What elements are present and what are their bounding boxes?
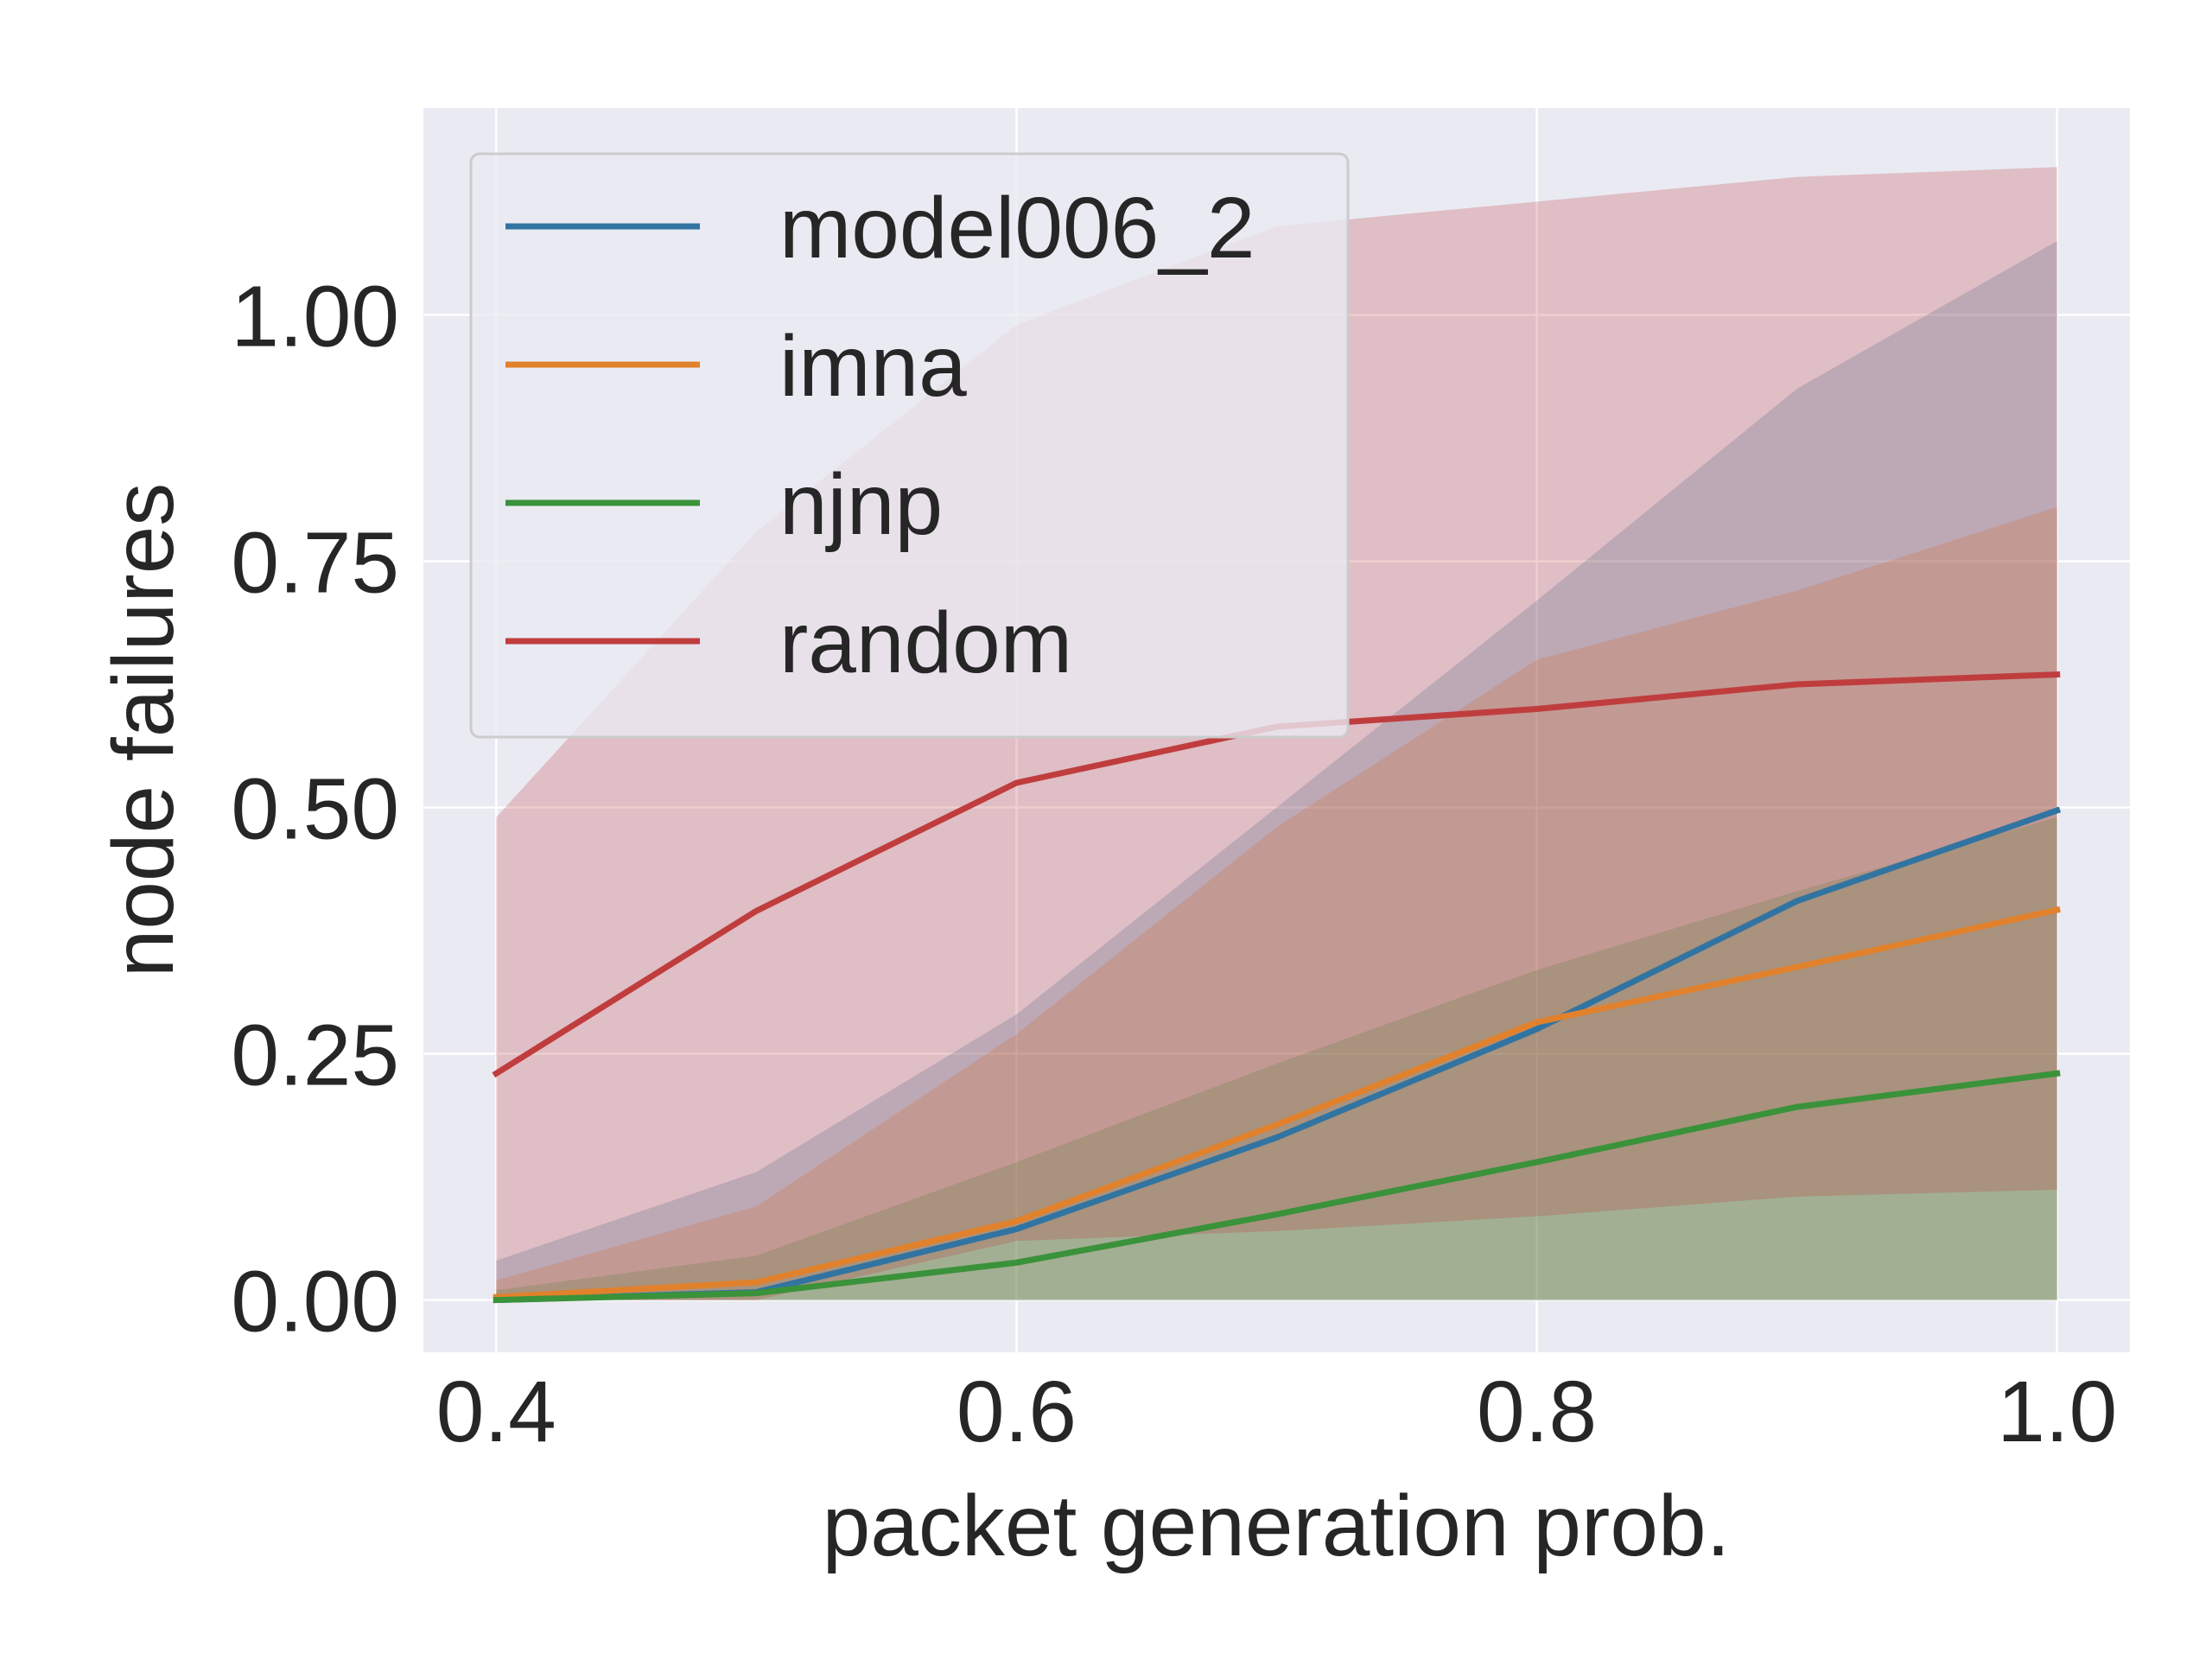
- y-axis-label: node failures: [95, 483, 192, 978]
- x-tick-label: 0.4: [436, 1363, 556, 1460]
- x-axis-label: packet generation prob.: [823, 1478, 1731, 1574]
- y-tick-label: 0.75: [231, 514, 399, 611]
- legend-label-njnp: njnp: [779, 456, 943, 553]
- x-axis-ticks: 0.4 0.6 0.8 1.0: [436, 1363, 2117, 1460]
- y-axis-ticks: 0.00 0.25 0.50 0.75 1.00: [231, 268, 399, 1350]
- legend-label-imna: imna: [779, 318, 967, 415]
- y-tick-label: 0.50: [231, 761, 399, 858]
- y-tick-label: 0.25: [231, 1007, 399, 1104]
- legend-frame: [469, 152, 1350, 739]
- band-imna: [496, 506, 2057, 1300]
- y-tick-label: 0.00: [231, 1254, 399, 1351]
- band-njnp: [496, 817, 2057, 1300]
- legend-label-random: random: [779, 594, 1072, 691]
- y-tick-label: 1.00: [231, 268, 399, 365]
- line-imna: [493, 906, 2061, 1300]
- x-tick-label: 0.6: [957, 1363, 1077, 1460]
- line-njnp: [493, 1070, 2061, 1304]
- x-tick-label: 0.8: [1477, 1363, 1597, 1460]
- legend-label-model006_2: model006_2: [779, 180, 1255, 276]
- band-model006_2: [496, 240, 2057, 1300]
- x-tick-label: 1.0: [1997, 1363, 2117, 1460]
